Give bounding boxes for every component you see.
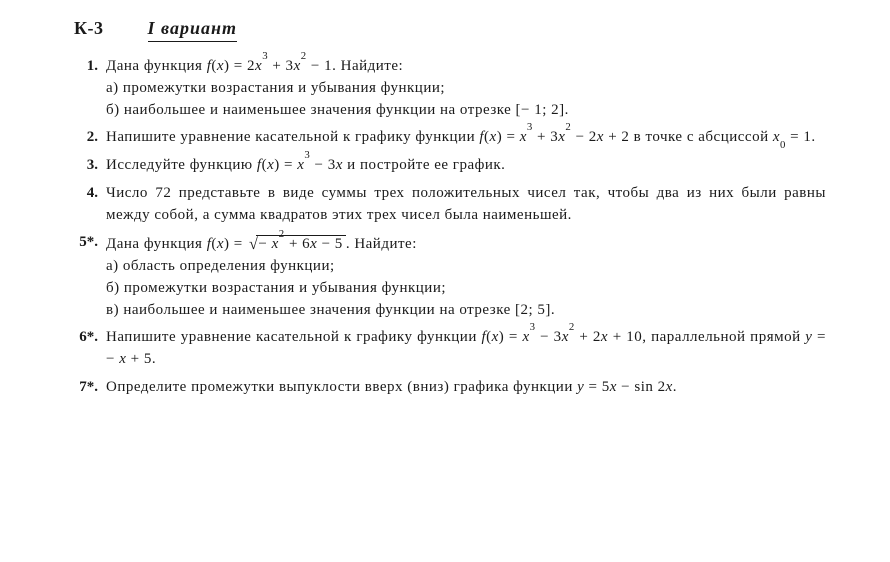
problem-text: Дана функция [106,236,207,252]
header: К-3 I вариант [74,18,826,42]
problem-text: Напишите уравнение касательной к графику… [106,329,481,345]
problem-item: 2.Напишите уравнение касательной к графи… [64,127,826,149]
formula: y = 5x − sin 2x. [577,379,677,395]
problem-list: 1.Дана функция f(x) = 2x3 + 3x2 − 1. Най… [64,56,826,399]
problem-text: Найдите: [336,58,403,74]
formula: f(x) = 2x3 + 3x2 − 1. [207,58,337,74]
problem-text: Определите промежутки выпуклости вверх (… [106,379,577,395]
problem-text: Дана функция [106,58,207,74]
formula: f(x) = x3 − 3x [257,157,343,173]
problem-subitem: а) область определения функции; [106,256,826,278]
problem-subitem: б) наибольшее и наименьшее значения функ… [106,100,826,122]
problem-text: Напишите уравнение касательной к графику… [106,129,479,145]
problem-item: 6*.Напишите уравнение касательной к граф… [64,327,826,371]
problem-number: 5*. [64,232,106,254]
problem-text: и постройте ее график. [343,157,505,173]
problem-item: 4.Число 72 представьте в виде суммы трех… [64,183,826,227]
formula: f(x) = x3 − 3x2 + 2x + 10, [481,329,646,345]
problem-item: 7*.Определите промежутки выпуклости ввер… [64,377,826,399]
problem-number: 7*. [64,377,106,399]
problem-body: Исследуйте функцию f(x) = x3 − 3x и пост… [106,155,826,177]
problem-text: в точке с абсциссой [629,129,772,145]
problem-body: Число 72 представьте в виде суммы трех п… [106,183,826,227]
variant-title: I вариант [148,18,237,42]
problem-text: Найдите: [350,236,417,252]
page: К-3 I вариант 1.Дана функция f(x) = 2x3 … [0,0,890,423]
formula: f(x) = − x2 + 6x − 5. [207,236,350,252]
problem-subitem: в) наибольшее и наименьшее значения функ… [106,300,826,322]
problem-subitem: б) промежутки возрастания и убывания фун… [106,278,826,300]
test-code: К-3 [74,18,104,39]
problem-body: Определите промежутки выпуклости вверх (… [106,377,826,399]
problem-body: Дана функция f(x) = 2x3 + 3x2 − 1. Найди… [106,56,826,121]
problem-item: 3.Исследуйте функцию f(x) = x3 − 3x и по… [64,155,826,177]
problem-body: Дана функция f(x) = − x2 + 6x − 5. Найди… [106,232,826,321]
problem-body: Напишите уравнение касательной к графику… [106,327,826,371]
problem-subitem: а) промежутки возрастания и убывания фун… [106,78,826,100]
problem-text: параллельной прямой [647,329,806,345]
problem-number: 2. [64,127,106,149]
problem-body: Напишите уравнение касательной к графику… [106,127,826,149]
formula: x0 = 1. [773,129,816,145]
problem-number: 4. [64,183,106,205]
problem-text: Исследуйте функцию [106,157,257,173]
formula: f(x) = x3 + 3x2 − 2x + 2 [479,129,629,145]
problem-item: 5*.Дана функция f(x) = − x2 + 6x − 5. На… [64,232,826,321]
problem-number: 1. [64,56,106,78]
problem-number: 6*. [64,327,106,349]
problem-item: 1.Дана функция f(x) = 2x3 + 3x2 − 1. Най… [64,56,826,121]
problem-number: 3. [64,155,106,177]
